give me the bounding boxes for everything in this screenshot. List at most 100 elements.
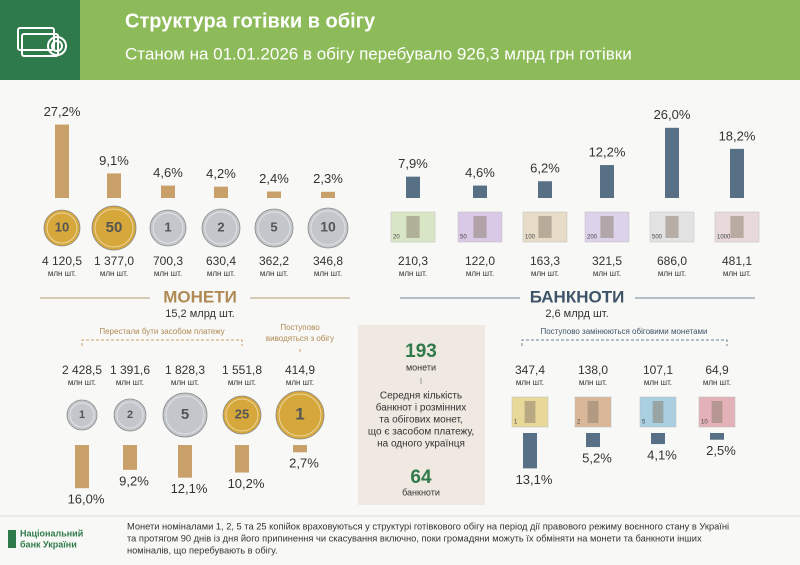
- bar: [523, 433, 537, 469]
- average-text-line: та обігових монет,: [379, 414, 462, 426]
- count-unit: млн шт.: [703, 378, 731, 387]
- value-label: 18,2%: [719, 128, 756, 143]
- bar: [55, 124, 69, 198]
- count-unit: млн шт.: [644, 378, 672, 387]
- count-unit: млн шт.: [579, 378, 607, 387]
- banknote-portrait: [711, 401, 723, 423]
- count: 686,0: [657, 254, 687, 268]
- logo-mark: [8, 530, 16, 548]
- note-group-note: Поступово замінюються обіговими монетами: [540, 327, 707, 336]
- count-unit: млн шт.: [68, 378, 96, 387]
- coin-denomination: 2: [127, 409, 133, 421]
- value-label: 9,1%: [99, 153, 129, 168]
- coin-rim: [165, 395, 205, 435]
- coin-denomination: 1: [164, 219, 171, 234]
- banknotes-total: 2,6 млрд шт.: [545, 308, 608, 320]
- coin: [113, 398, 147, 432]
- banknote-denomination: 50: [460, 235, 467, 241]
- coin-rim: [257, 211, 291, 245]
- bar: [107, 173, 121, 198]
- count: 321,5: [592, 254, 622, 268]
- banknotes-label: БАНКНОТИ: [530, 287, 625, 306]
- count: 4 120,5: [42, 254, 82, 268]
- banknote-denomination: 200: [587, 235, 598, 241]
- count: 347,4: [515, 363, 545, 377]
- count-unit: млн шт.: [516, 378, 544, 387]
- average-text-line: що є засобом платежу,: [368, 426, 474, 438]
- coin-denomination: 50: [106, 219, 123, 236]
- average-text-line: банкнот і розмінних: [376, 402, 467, 414]
- bar: [75, 445, 89, 489]
- coin: [162, 392, 208, 438]
- bar: [473, 185, 487, 198]
- banknote-portrait: [538, 216, 552, 238]
- coin-rim: [46, 212, 78, 244]
- banknote-portrait: [652, 401, 664, 423]
- average-banknotes-label: банкноти: [402, 487, 440, 497]
- count: 1 391,6: [110, 363, 150, 377]
- count: 414,9: [285, 363, 315, 377]
- count-unit: млн шт.: [260, 269, 288, 278]
- count: 1 551,8: [222, 363, 262, 377]
- bar: [651, 433, 665, 445]
- value-label: 5,2%: [582, 450, 612, 465]
- coin-rim: [310, 210, 346, 246]
- coin-denomination: 10: [55, 219, 69, 234]
- coin-denomination: 25: [235, 406, 249, 421]
- bar: [123, 445, 137, 470]
- coin: [66, 399, 98, 431]
- bar: [600, 165, 614, 198]
- banknote-denomination: 500: [652, 235, 663, 241]
- banknote-portrait: [406, 216, 420, 238]
- value-label: 26,0%: [654, 107, 691, 122]
- coin-denomination: 1: [79, 409, 85, 421]
- banknote-denomination: 10: [701, 420, 708, 426]
- coin-rim: [278, 393, 322, 437]
- count: 64,9: [705, 363, 729, 377]
- count: 700,3: [153, 254, 183, 268]
- average-box: [358, 325, 485, 505]
- value-label: 12,1%: [171, 481, 208, 496]
- coin: [222, 395, 262, 435]
- value-label: 9,2%: [119, 473, 149, 488]
- coin-rim: [225, 398, 259, 432]
- count: 2 428,5: [62, 363, 102, 377]
- average-text-line: Середня кількість: [380, 391, 462, 402]
- header-band: [0, 0, 800, 80]
- coin: [91, 205, 137, 251]
- coins-total: 15,2 млрд шт.: [165, 308, 235, 320]
- banknote-denomination: 100: [525, 235, 536, 241]
- count: 122,0: [465, 254, 495, 268]
- coin-denomination: 5: [270, 219, 277, 234]
- count: 163,3: [530, 254, 560, 268]
- value-label: 2,4%: [259, 171, 289, 186]
- coin-group-brackets: [81, 339, 301, 352]
- value-label: 13,1%: [516, 472, 553, 487]
- value-label: 12,2%: [589, 144, 626, 159]
- banknote-portrait: [600, 216, 614, 238]
- count-unit: млн шт.: [116, 378, 144, 387]
- count: 346,8: [313, 254, 343, 268]
- bar: [214, 186, 228, 198]
- count-unit: млн шт.: [399, 269, 427, 278]
- value-label: 4,2%: [206, 166, 236, 181]
- value-label: 6,2%: [530, 161, 560, 176]
- coin-rim: [116, 401, 144, 429]
- bar: [178, 445, 192, 478]
- money-icon: [17, 27, 67, 57]
- logo-text: Національний: [20, 528, 83, 538]
- value-label: 16,0%: [68, 492, 105, 507]
- footnote-line: та протягом 90 днів із дня його припинен…: [127, 533, 702, 543]
- coin: [254, 208, 294, 248]
- count-unit: млн шт.: [100, 269, 128, 278]
- bar: [538, 181, 552, 198]
- coin-group-note: Поступово: [280, 323, 320, 332]
- count-unit: млн шт.: [593, 269, 621, 278]
- count: 1 828,3: [165, 363, 205, 377]
- bar: [665, 127, 679, 198]
- average-coins-label: монети: [406, 362, 436, 372]
- note-group-bracket: [521, 339, 728, 346]
- bar: [586, 433, 600, 448]
